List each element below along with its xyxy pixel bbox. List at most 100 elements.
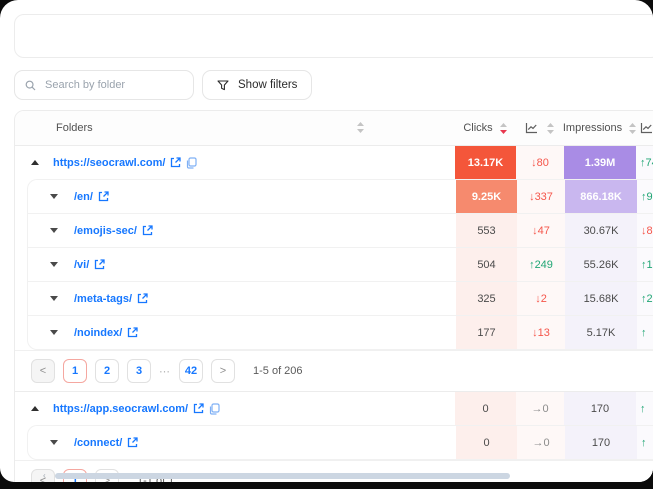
folder-path-label: /en/ bbox=[74, 190, 93, 203]
folders-table: Folders Clicks bbox=[14, 110, 653, 482]
search-by-folder-field[interactable] bbox=[43, 78, 183, 92]
impressions-value: 866.18K bbox=[565, 180, 637, 213]
copy-icon[interactable] bbox=[209, 402, 220, 415]
folders-header-label: Folders bbox=[56, 122, 93, 134]
folder-link[interactable]: /en/ bbox=[74, 191, 109, 203]
folder-link[interactable]: https://seocrawl.com/ bbox=[53, 156, 198, 169]
folders-column-header[interactable]: Folders bbox=[15, 111, 455, 145]
impressions-value: 170 bbox=[564, 392, 636, 425]
table-row-vi: /vi/ 504 ↑249 55.26K ↑1 bbox=[28, 247, 653, 281]
folder-path-label: /connect/ bbox=[74, 436, 123, 449]
expand-icon[interactable] bbox=[50, 440, 58, 445]
scrollbar-left-arrow[interactable]: ‹ bbox=[43, 471, 46, 480]
impressions-delta: ↑74 bbox=[636, 146, 653, 179]
impressions-value: 55.26K bbox=[565, 248, 637, 281]
trend-chart-icon bbox=[525, 122, 538, 134]
folder-link[interactable]: /meta-tags/ bbox=[74, 293, 148, 305]
external-link-icon[interactable] bbox=[193, 403, 204, 414]
clicks-trend-column-header[interactable] bbox=[516, 111, 564, 145]
external-link-icon[interactable] bbox=[98, 191, 109, 202]
sort-desc-active-icon[interactable] bbox=[499, 122, 508, 135]
collapse-icon[interactable] bbox=[31, 406, 39, 411]
pagination-page-1[interactable]: 1 bbox=[63, 359, 87, 383]
folder-link[interactable]: /emojis-sec/ bbox=[74, 225, 153, 237]
external-link-icon[interactable] bbox=[127, 327, 138, 338]
clicks-delta: ↓47 bbox=[517, 214, 565, 247]
clicks-delta: ↑249 bbox=[517, 248, 565, 281]
impressions-delta: ↓8 bbox=[637, 214, 653, 247]
search-input[interactable] bbox=[14, 70, 194, 100]
external-link-icon[interactable] bbox=[137, 293, 148, 304]
impressions-trend-column-header[interactable] bbox=[636, 111, 653, 145]
folder-link[interactable]: /connect/ bbox=[74, 437, 138, 449]
folder-path-label: /meta-tags/ bbox=[74, 292, 133, 305]
impressions-value: 1.39M bbox=[564, 146, 636, 179]
search-icon bbox=[25, 80, 36, 91]
table-controls: Show filters bbox=[14, 70, 653, 100]
trend-chart-icon bbox=[640, 122, 653, 134]
clicks-delta: ↓337 bbox=[517, 180, 565, 213]
clicks-value: 504 bbox=[456, 248, 517, 281]
sort-icon[interactable] bbox=[628, 122, 637, 135]
copy-icon[interactable] bbox=[186, 156, 198, 169]
impressions-value: 5.17K bbox=[565, 316, 637, 349]
folder-link[interactable]: /vi/ bbox=[74, 259, 105, 271]
clicks-delta: →0 bbox=[516, 392, 564, 425]
clicks-delta: ↓80 bbox=[516, 146, 564, 179]
folder-path-label: /vi/ bbox=[74, 258, 90, 271]
expand-icon[interactable] bbox=[50, 262, 58, 267]
show-filters-label: Show filters bbox=[238, 79, 298, 91]
subfolder-group: /en/ 9.25K ↓337 866.18K ↑95 /emojis-sec/ bbox=[27, 179, 653, 350]
pagination-prev-button[interactable]: < bbox=[31, 359, 55, 383]
pagination-page-2[interactable]: 2 bbox=[95, 359, 119, 383]
clicks-delta: →0 bbox=[517, 426, 565, 459]
table-row-en: /en/ 9.25K ↓337 866.18K ↑95 bbox=[28, 180, 653, 213]
table-row-parent-seocrawl: https://seocrawl.com/ 13.17K ↓80 1.39M ↑… bbox=[15, 146, 653, 179]
expand-icon[interactable] bbox=[50, 330, 58, 335]
expand-icon[interactable] bbox=[50, 194, 58, 199]
clicks-delta: ↓13 bbox=[517, 316, 565, 349]
impressions-value: 170 bbox=[565, 426, 637, 459]
clicks-value: 0 bbox=[456, 426, 517, 459]
impressions-delta: ↑95 bbox=[637, 180, 653, 213]
table-row-connect: /connect/ 0 →0 170 ↑ bbox=[28, 426, 653, 459]
clicks-value: 325 bbox=[456, 282, 517, 315]
external-link-icon[interactable] bbox=[170, 157, 182, 168]
sort-icon[interactable] bbox=[356, 121, 365, 134]
pagination-summary: 1-5 of 206 bbox=[253, 365, 303, 377]
impressions-delta: ↑ bbox=[637, 426, 653, 459]
pagination-next-button[interactable]: > bbox=[211, 359, 235, 383]
external-link-icon[interactable] bbox=[94, 259, 105, 270]
table-row-parent-app-seocrawl: https://app.seocrawl.com/ 0 →0 170 ↑ bbox=[15, 391, 653, 425]
horizontal-scrollbar[interactable] bbox=[55, 473, 510, 479]
top-toolbar-placeholder bbox=[14, 14, 653, 58]
clicks-column-header[interactable]: Clicks bbox=[455, 111, 516, 145]
folder-link[interactable]: /noindex/ bbox=[74, 327, 138, 339]
impressions-column-header[interactable]: Impressions bbox=[562, 111, 637, 145]
folder-link[interactable]: https://app.seocrawl.com/ bbox=[53, 403, 220, 415]
folder-url-label: https://seocrawl.com/ bbox=[53, 156, 166, 169]
clicks-value: 9.25K bbox=[456, 180, 517, 213]
clicks-value: 0 bbox=[455, 392, 516, 425]
impressions-delta: ↑ bbox=[636, 392, 653, 425]
show-filters-button[interactable]: Show filters bbox=[202, 70, 313, 100]
expand-icon[interactable] bbox=[50, 296, 58, 301]
collapse-icon[interactable] bbox=[31, 160, 39, 165]
sort-icon[interactable] bbox=[546, 122, 555, 135]
table-row-meta-tags: /meta-tags/ 325 ↓2 15.68K ↑2 bbox=[28, 281, 653, 315]
pagination-page-3[interactable]: 3 bbox=[127, 359, 151, 383]
pagination-ellipsis[interactable]: ⋯ bbox=[159, 365, 171, 378]
folder-path-label: /noindex/ bbox=[74, 326, 123, 339]
impressions-header-label: Impressions bbox=[562, 122, 623, 134]
external-link-icon[interactable] bbox=[127, 437, 138, 448]
clicks-delta: ↓2 bbox=[517, 282, 565, 315]
expand-icon[interactable] bbox=[50, 228, 58, 233]
pagination-prev-button[interactable]: < bbox=[31, 469, 55, 482]
folder-path-label: /emojis-sec/ bbox=[74, 224, 137, 237]
clicks-value: 177 bbox=[456, 316, 517, 349]
clicks-value: 553 bbox=[456, 214, 517, 247]
pagination-page-42[interactable]: 42 bbox=[179, 359, 203, 383]
pagination-seocrawl: < 1 2 3 ⋯ 42 > 1-5 of 206 bbox=[15, 350, 653, 391]
external-link-icon[interactable] bbox=[142, 225, 153, 236]
